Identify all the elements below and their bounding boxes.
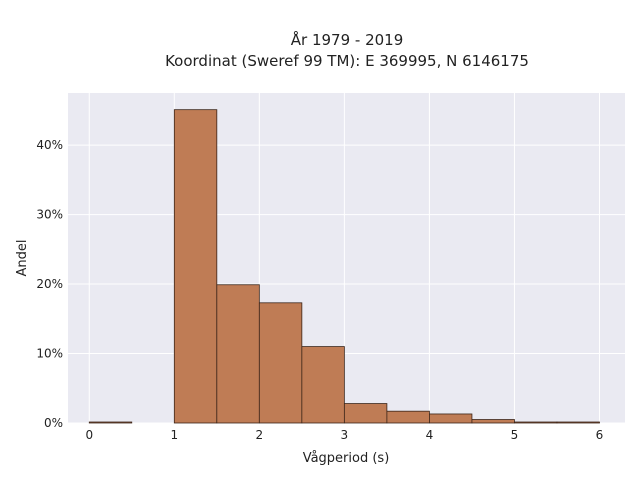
y-tick-label: 30% [36, 208, 63, 222]
x-tick-labels: 0 1 2 3 4 5 6 [85, 428, 603, 442]
x-axis-label: Vågperiod (s) [303, 451, 390, 466]
histogram-bar [429, 413, 473, 424]
x-tick-label: 5 [511, 428, 519, 442]
histogram-bar [216, 284, 260, 424]
histogram-bar [301, 346, 345, 424]
x-tick-label: 3 [341, 428, 349, 442]
histogram-bar [514, 421, 558, 424]
histogram-bar [471, 419, 515, 424]
grid-lines [68, 93, 625, 424]
y-tick-label: 0% [44, 416, 63, 430]
histogram-bar [258, 302, 303, 424]
y-tick-label: 10% [36, 347, 63, 361]
y-tick-labels: 0% 10% 20% 30% 40% [36, 138, 63, 430]
x-tick-label: 0 [85, 428, 93, 442]
chart-title-line2: Koordinat (Sweref 99 TM): E 369995, N 61… [165, 52, 529, 70]
histogram-bar [88, 421, 133, 424]
x-tick-label: 2 [256, 428, 264, 442]
histogram-bar [343, 403, 388, 424]
x-tick-label: 6 [596, 428, 604, 442]
chart-title-line1: År 1979 - 2019 [291, 30, 404, 49]
histogram-bar [556, 421, 600, 424]
y-tick-label: 20% [36, 277, 63, 291]
histogram-bar [386, 410, 430, 424]
plot-area [68, 93, 625, 423]
y-axis-label: Andel [15, 240, 30, 277]
x-tick-label: 1 [170, 428, 178, 442]
y-tick-label: 40% [36, 138, 63, 152]
x-tick-label: 4 [426, 428, 434, 442]
histogram-bars [88, 109, 600, 424]
histogram-bar [173, 109, 218, 424]
